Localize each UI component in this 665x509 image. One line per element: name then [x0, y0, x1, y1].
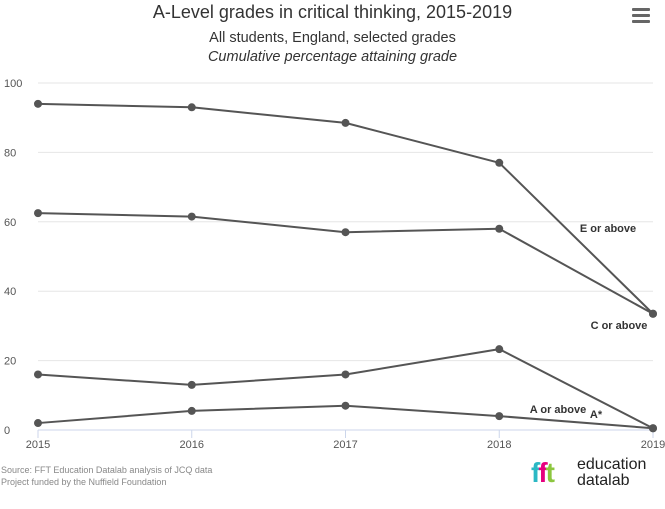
series-line-0	[37, 102, 654, 315]
funding-note: Project funded by the Nuffield Foundatio…	[1, 477, 167, 487]
x-tick-label: 2019	[641, 439, 665, 451]
data-point	[187, 103, 196, 112]
data-point	[495, 345, 504, 354]
data-point	[187, 406, 196, 415]
y-tick-label: 80	[4, 147, 16, 159]
data-point	[187, 380, 196, 389]
data-point	[34, 99, 42, 108]
line-chart: 0 20 40 60 80 100 2015 2016 2017 2018 2019 E or abo…	[4, 78, 665, 451]
logo-mark: fft	[531, 457, 555, 488]
data-point	[34, 209, 42, 218]
data-point	[34, 370, 42, 379]
series-label: A*	[590, 409, 603, 421]
y-tick-label: 60	[4, 217, 16, 229]
x-tick-label: 2015	[26, 439, 50, 451]
source-note: Source: FFT Education Datalab analysis o…	[1, 465, 213, 475]
chart-subtitle-secondary: Cumulative percentage attaining grade	[207, 49, 458, 65]
data-point	[649, 424, 657, 433]
y-tick-label: 20	[4, 356, 16, 368]
x-tick-label: 2018	[487, 439, 511, 451]
logo-wordmark: education datalab	[577, 456, 647, 489]
series-label: C or above	[591, 320, 648, 332]
data-point	[495, 412, 504, 421]
y-tick-label: 0	[4, 425, 10, 437]
data-point	[341, 118, 350, 127]
x-tick-label: 2016	[180, 439, 204, 451]
data-point	[34, 419, 42, 428]
series-label: A or above	[530, 404, 586, 416]
x-tick-label: 2017	[333, 439, 357, 451]
data-point	[341, 370, 350, 379]
fft-education-datalab-logo: fft education datalab	[531, 455, 661, 491]
data-point	[187, 212, 196, 221]
data-point	[341, 228, 350, 237]
data-point	[649, 309, 657, 318]
data-point	[495, 224, 504, 233]
data-point	[341, 401, 350, 410]
credits: Source: FFT Education Datalab analysis o…	[1, 464, 212, 488]
data-point	[495, 158, 504, 167]
hamburger-menu-icon[interactable]	[632, 8, 650, 24]
y-tick-label: 40	[4, 286, 16, 298]
series-label: E or above	[580, 223, 636, 235]
chart-title: A-Level grades in critical thinking, 201…	[152, 2, 513, 22]
chart-subtitle: All students, England, selected grades	[209, 30, 456, 46]
y-tick-label: 100	[4, 78, 22, 90]
